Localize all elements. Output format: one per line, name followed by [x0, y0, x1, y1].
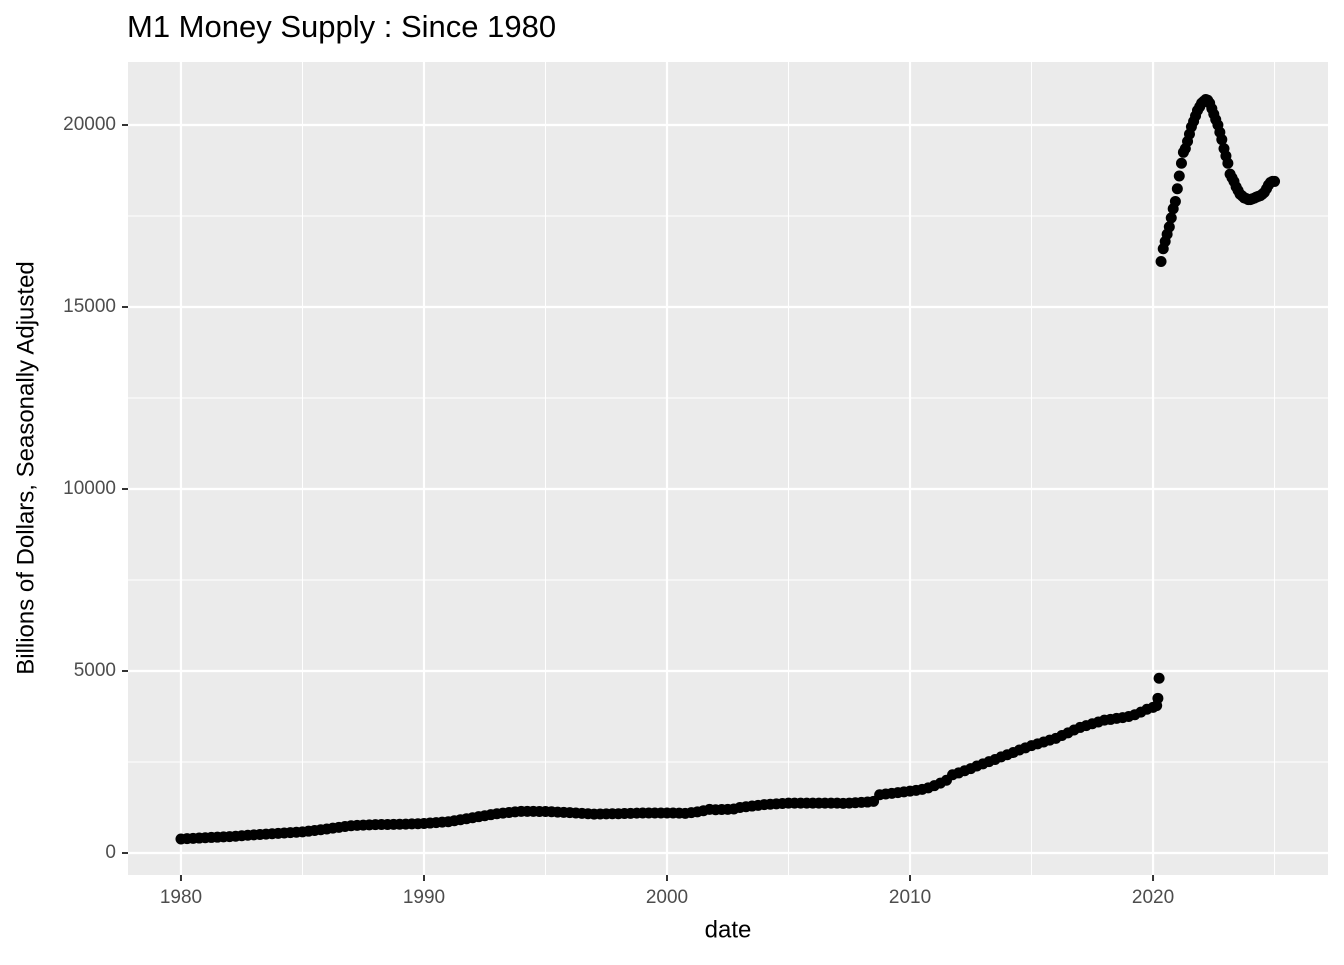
- y-tick-label: 10000: [63, 478, 116, 499]
- points: [175, 94, 1281, 845]
- y-axis-title: Billions of Dollars, Seasonally Adjusted: [12, 261, 39, 675]
- grid: [128, 62, 1328, 875]
- y-tick-label: 15000: [63, 296, 116, 317]
- x-tick-label: 2020: [1132, 887, 1174, 908]
- chart-title: M1 Money Supply : Since 1980: [127, 9, 556, 44]
- point: [1163, 221, 1175, 233]
- point: [1216, 134, 1228, 146]
- x-tick-label: 1990: [403, 887, 445, 908]
- point: [1171, 183, 1183, 195]
- y-tick-label: 5000: [74, 660, 116, 681]
- y-tick-label: 0: [105, 842, 116, 863]
- panel-background: [128, 62, 1328, 875]
- x-tick-label: 1980: [160, 887, 202, 908]
- x-tick-label: 2010: [889, 887, 931, 908]
- point: [1155, 256, 1167, 268]
- x-axis-title: date: [705, 916, 752, 943]
- point: [1165, 212, 1177, 224]
- point: [1222, 157, 1234, 169]
- y-tick-label: 20000: [63, 114, 116, 135]
- point: [1153, 672, 1165, 684]
- point: [1169, 195, 1181, 207]
- point: [1269, 175, 1281, 187]
- point: [1175, 157, 1187, 169]
- point: [1152, 692, 1164, 704]
- x-tick-label: 2000: [646, 887, 688, 908]
- point: [1173, 170, 1185, 182]
